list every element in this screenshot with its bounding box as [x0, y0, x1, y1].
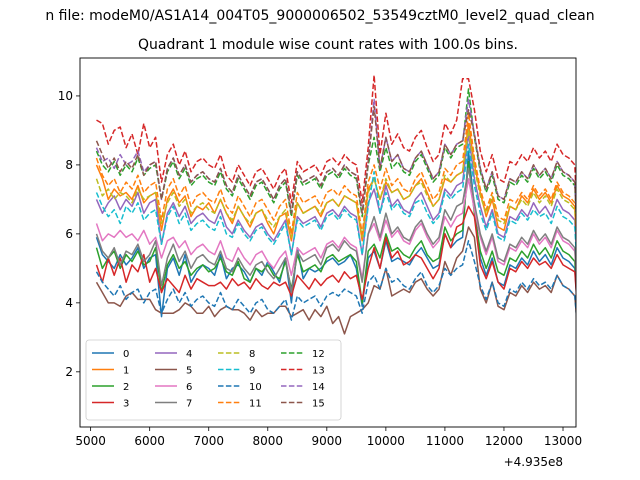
series-line-13 — [96, 74, 576, 210]
legend-label-8: 8 — [249, 349, 255, 360]
x-tick-label: 6000 — [134, 434, 165, 448]
y-tick-label: 6 — [65, 227, 73, 241]
series-line-8 — [95, 129, 576, 248]
y-axis: 2 4 6 8 10 — [58, 89, 80, 379]
x-tick-label: 10000 — [367, 434, 405, 448]
series-line-7 — [95, 167, 576, 294]
figure-suptitle: n file: modeM0/AS1A14_004T05_9000006502_… — [45, 8, 594, 24]
plot-area: 5000 6000 7000 8000 9000 10000 11000 12000 13000… — [58, 57, 582, 469]
series-line-3 — [95, 205, 576, 301]
legend-label-12: 12 — [312, 349, 325, 360]
legend-label-15: 15 — [312, 399, 325, 410]
series-line-10 — [95, 240, 576, 321]
y-tick-label: 10 — [58, 89, 73, 103]
series-line-9 — [95, 143, 576, 263]
x-tick-label: 8000 — [252, 434, 283, 448]
legend-label-0: 0 — [123, 349, 129, 360]
series-line-12 — [95, 88, 576, 227]
series-line-15 — [95, 105, 576, 225]
legend-label-9: 9 — [249, 366, 255, 377]
legend-label-3: 3 — [123, 399, 129, 410]
y-tick-label: 2 — [65, 365, 73, 379]
legend-label-13: 13 — [312, 366, 325, 377]
legend-label-5: 5 — [186, 366, 192, 377]
legend-label-6: 6 — [186, 382, 192, 393]
x-tick-label: 7000 — [193, 434, 224, 448]
x-axis: 5000 6000 7000 8000 9000 10000 11000 12000 13000 — [75, 427, 582, 448]
axes-frame — [79, 57, 577, 428]
x-tick-label: 9000 — [312, 434, 343, 448]
legend-label-4: 4 — [186, 349, 192, 360]
x-tick-label: 5000 — [75, 434, 106, 448]
legend-label-10: 10 — [249, 382, 262, 393]
series-line-2 — [95, 160, 576, 304]
legend-label-14: 14 — [312, 382, 325, 393]
series-line-5 — [95, 226, 576, 335]
x-tick-label: 11000 — [426, 434, 464, 448]
chart-title: Quadrant 1 module wise count rates with … — [138, 37, 518, 53]
legend-label-7: 7 — [186, 399, 192, 410]
legend-label-11: 11 — [249, 399, 262, 410]
series-layer — [95, 74, 576, 335]
y-tick-label: 8 — [65, 158, 73, 172]
x-tick-label: 13000 — [544, 434, 582, 448]
x-offset-label: +4.935e8 — [504, 455, 563, 469]
y-tick-label: 4 — [65, 296, 73, 310]
legend-box — [85, 339, 342, 421]
series-line-11 — [95, 112, 576, 242]
legend-label-1: 1 — [123, 366, 129, 377]
legend-label-2: 2 — [123, 382, 129, 393]
x-tick-label: 12000 — [485, 434, 523, 448]
